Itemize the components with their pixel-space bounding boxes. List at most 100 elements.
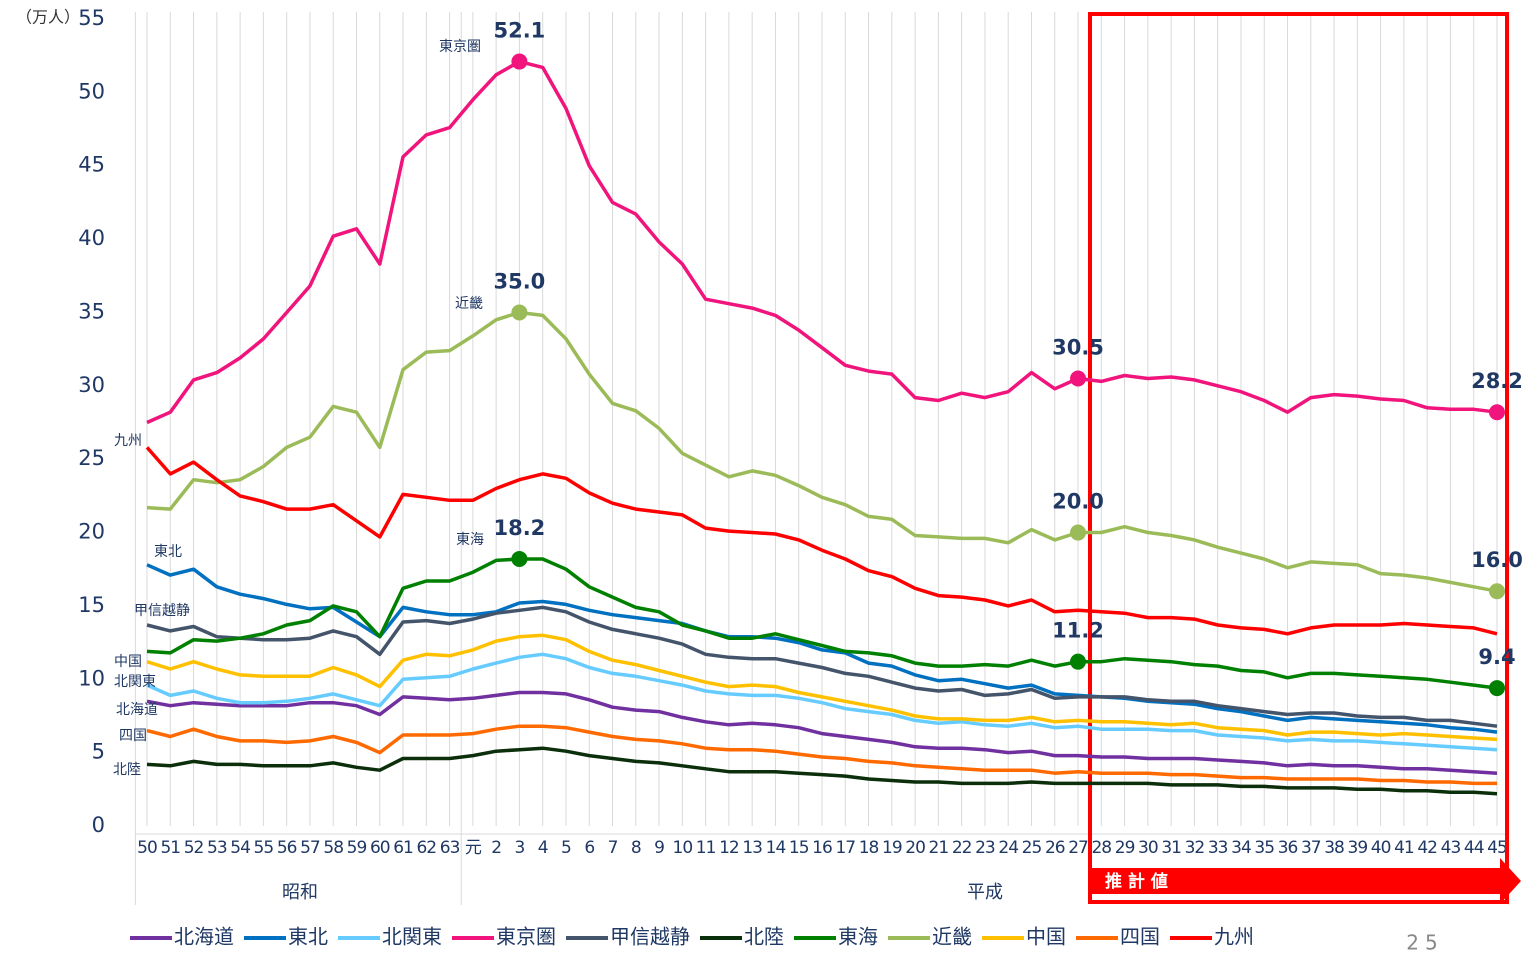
point-marker (1070, 370, 1087, 387)
x-tick-label: 39 (1348, 838, 1368, 858)
y-tick-label: 25 (78, 446, 105, 470)
y-tick-label: 55 (78, 6, 105, 30)
forecast-arrow (1088, 858, 1521, 904)
legend-label: 四国 (1120, 925, 1160, 949)
x-tick-label: 7 (608, 838, 618, 858)
x-tick-label: 14 (766, 838, 786, 858)
legend-label: 北陸 (744, 925, 784, 949)
point-marker (511, 550, 528, 567)
forecast-box (1088, 12, 1509, 904)
legend-label: 中国 (1026, 925, 1066, 949)
data-label: 28.2 (1471, 369, 1523, 393)
data-label: 35.0 (493, 269, 545, 293)
legend-label: 東北 (288, 925, 328, 949)
x-tick-label: 58 (323, 838, 343, 858)
data-label: 9.4 (1478, 645, 1515, 669)
x-tick-label: 5 (561, 838, 571, 858)
series-label: 北海道 (116, 702, 158, 718)
x-tick-label: 25 (1022, 838, 1042, 858)
y-tick-label: 0 (92, 813, 105, 837)
point-marker (1070, 524, 1087, 541)
x-tick-label: 63 (440, 838, 460, 858)
x-tick-label: 12 (719, 838, 739, 858)
x-tick-label: 53 (207, 838, 227, 858)
legend-label: 甲信越静 (610, 925, 690, 949)
series-label: 北関東 (114, 674, 156, 690)
x-tick-label: 16 (812, 838, 832, 858)
x-tick-label: 20 (905, 838, 925, 858)
x-tick-label: 2 (491, 838, 501, 858)
data-label: 18.2 (493, 516, 545, 540)
series-line (146, 557, 1498, 690)
x-tick-label: 18 (859, 838, 879, 858)
series-label: 近畿 (455, 296, 483, 312)
x-tick-label: 55 (254, 838, 274, 858)
series-line (146, 563, 1498, 734)
series-label: 北陸 (113, 762, 141, 778)
x-tick-label: 8 (631, 838, 641, 858)
x-tick-label: 11 (696, 838, 716, 858)
legend-label: 九州 (1214, 925, 1254, 949)
data-label: 30.5 (1052, 335, 1104, 359)
x-tick-label: 32 (1185, 838, 1205, 858)
x-tick-label: 44 (1464, 838, 1484, 858)
data-label: 11.2 (1052, 619, 1104, 643)
series-label: 東海 (456, 532, 484, 548)
x-tick-label: 23 (975, 838, 995, 858)
legend-label: 東海 (838, 925, 878, 949)
x-tick-label: 33 (1208, 838, 1228, 858)
x-tick-label: 54 (230, 838, 250, 858)
series-line (146, 633, 1498, 742)
series-line (146, 724, 1497, 786)
point-marker (1489, 583, 1505, 600)
point-marker (511, 53, 528, 70)
point-marker (1489, 680, 1505, 697)
x-tick-label: 13 (742, 838, 762, 858)
x-tick-label: 34 (1231, 838, 1251, 858)
x-tick-label: 35 (1254, 838, 1274, 858)
y-tick-label: 10 (78, 666, 105, 690)
x-tick-label: 45 (1487, 838, 1507, 858)
x-tick-label: 10 (673, 838, 693, 858)
series-line (146, 310, 1498, 593)
y-tick-label: 50 (78, 79, 105, 103)
legend-label: 近畿 (932, 925, 972, 949)
x-tick-label: 37 (1301, 838, 1321, 858)
y-tick-label: 15 (78, 593, 105, 617)
x-tick-label: 43 (1441, 838, 1461, 858)
x-tick-label: 62 (416, 838, 436, 858)
point-marker (511, 304, 528, 321)
y-tick-label: 20 (78, 520, 105, 544)
x-tick-label: 31 (1161, 838, 1181, 858)
x-tick-label: 52 (184, 838, 204, 858)
x-tick-label: 9 (654, 838, 664, 858)
x-tick-label: 24 (998, 838, 1018, 858)
x-tick-label: 22 (952, 838, 972, 858)
x-tick-label: 30 (1138, 838, 1158, 858)
y-tick-label: 30 (78, 373, 105, 397)
group-label: 平成 (967, 882, 1003, 903)
x-tick-label: 42 (1417, 838, 1437, 858)
series-label: 四国 (119, 728, 147, 744)
x-tick-label: 60 (370, 838, 390, 858)
legend-label: 北海道 (174, 925, 234, 949)
x-tick-label: 26 (1045, 838, 1065, 858)
x-tick-label: 29 (1115, 838, 1135, 858)
x-tick-label: 61 (393, 838, 413, 858)
series-line (145, 446, 1498, 636)
x-tick-label: 15 (789, 838, 809, 858)
x-tick-label: 50 (137, 838, 157, 858)
x-tick-label: 51 (160, 838, 180, 858)
y-axis-label: （万人） (16, 8, 80, 27)
legend-label: 東京圏 (496, 925, 556, 949)
x-tick-label: 41 (1394, 838, 1414, 858)
y-tick-label: 40 (78, 226, 105, 250)
x-tick-label: 3 (514, 838, 524, 858)
series-label: 東京圏 (439, 39, 481, 55)
x-tick-label: 27 (1068, 838, 1088, 858)
point-marker (1489, 404, 1505, 421)
series-line (146, 59, 1498, 425)
x-tick-label: 17 (835, 838, 855, 858)
